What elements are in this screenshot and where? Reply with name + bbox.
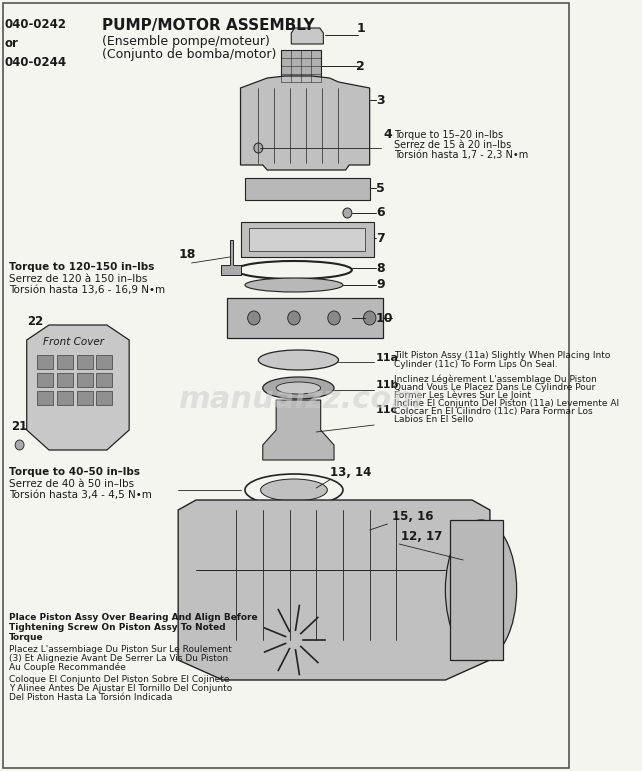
Bar [450,520,503,660]
Text: Y Alinee Antes De Ajustar El Tornillo Del Conjunto: Y Alinee Antes De Ajustar El Tornillo De… [9,684,232,693]
Text: Former Les Lèvres Sur Le Joint: Former Les Lèvres Sur Le Joint [394,390,531,400]
Ellipse shape [261,479,327,501]
Text: manualzz.com: manualzz.com [178,386,423,415]
Text: 21: 21 [11,420,27,433]
Text: (3) Et Alignezie Avant De Serrer La Vis Du Piston: (3) Et Alignezie Avant De Serrer La Vis … [9,654,228,663]
Text: Serrez de 15 à 20 in–lbs: Serrez de 15 à 20 in–lbs [394,140,511,150]
Text: Quand Vous Le Placez Dans Le Cylindre Pour: Quand Vous Le Placez Dans Le Cylindre Po… [394,383,595,392]
Text: 11b: 11b [376,380,399,390]
Text: Torque: Torque [9,633,44,642]
Text: 2: 2 [356,59,365,72]
Text: Serrez de 120 à 150 in–lbs: Serrez de 120 à 150 in–lbs [9,274,147,284]
Text: Del Piston Hasta La Torsión Indicada: Del Piston Hasta La Torsión Indicada [9,693,172,702]
Bar [76,391,92,405]
Text: Torsión hasta 1,7 - 2,3 N•m: Torsión hasta 1,7 - 2,3 N•m [394,150,528,160]
Text: 15, 16: 15, 16 [392,510,433,523]
Bar [57,391,73,405]
Text: 3: 3 [376,93,385,106]
Bar [57,373,73,387]
Bar [37,373,53,387]
Circle shape [343,208,352,218]
Polygon shape [263,400,334,460]
Circle shape [288,311,300,325]
Text: Front Cover: Front Cover [43,337,104,347]
Ellipse shape [446,520,517,660]
Text: Torsión hasta 13,6 - 16,9 N•m: Torsión hasta 13,6 - 16,9 N•m [9,285,165,295]
Text: Torque to 15–20 in–lbs: Torque to 15–20 in–lbs [394,130,503,140]
Text: 13, 14: 13, 14 [329,466,371,479]
Text: 9: 9 [376,278,385,291]
Text: (Ensemble pompe/moteur): (Ensemble pompe/moteur) [103,35,270,48]
Text: Place Piston Assy Over Bearing And Align Before: Place Piston Assy Over Bearing And Align… [9,613,257,622]
Bar [57,355,73,369]
Polygon shape [27,325,129,450]
Text: Serrez de 40 à 50 in–lbs: Serrez de 40 à 50 in–lbs [9,479,134,489]
Circle shape [248,311,260,325]
Polygon shape [178,500,490,680]
Text: Incline El Conjunto Del Piston (11a) Levemente Al: Incline El Conjunto Del Piston (11a) Lev… [394,399,619,408]
Circle shape [254,143,263,153]
Text: Cylinder (11c) To Form Lips On Seal.: Cylinder (11c) To Form Lips On Seal. [394,360,557,369]
Bar [249,228,365,251]
Text: Tightening Screw On Piston Assy To Noted: Tightening Screw On Piston Assy To Noted [9,623,225,632]
Bar [96,355,112,369]
Text: 6: 6 [376,207,385,220]
Bar [37,391,53,405]
Bar [227,298,383,338]
Text: 4: 4 [383,128,392,141]
Circle shape [363,311,376,325]
Text: Torque to 120–150 in–lbs: Torque to 120–150 in–lbs [9,262,154,272]
Bar [96,373,112,387]
Polygon shape [221,240,241,275]
Text: Labios En El Sello: Labios En El Sello [394,415,473,424]
Ellipse shape [276,382,320,394]
Text: 10: 10 [376,311,394,325]
Text: 7: 7 [376,231,385,244]
Text: Au Couple Recommandée: Au Couple Recommandée [9,662,126,672]
Text: Placez L'assembiage Du Piston Sur Le Roulement: Placez L'assembiage Du Piston Sur Le Rou… [9,645,232,654]
Bar [37,355,53,369]
Text: PUMP/MOTOR ASSEMBLY: PUMP/MOTOR ASSEMBLY [103,18,315,33]
Text: 12, 17: 12, 17 [401,530,442,543]
Ellipse shape [263,377,334,399]
Text: 040-0242
or
040-0244: 040-0242 or 040-0244 [4,18,67,69]
Polygon shape [241,76,370,170]
Circle shape [15,440,24,450]
Text: Torque to 40–50 in–lbs: Torque to 40–50 in–lbs [9,467,140,477]
Text: Tilt Piston Assy (11a) Slightly When Placing Into: Tilt Piston Assy (11a) Slightly When Pla… [394,351,610,360]
Bar [245,178,370,200]
Text: (Conjunto de bomba/motor): (Conjunto de bomba/motor) [103,48,277,61]
FancyBboxPatch shape [281,50,320,82]
Circle shape [328,311,340,325]
Text: 1: 1 [356,22,365,35]
Text: 5: 5 [376,181,385,194]
Bar [96,391,112,405]
Ellipse shape [245,278,343,292]
Bar [76,355,92,369]
Text: Torsión hasta 3,4 - 4,5 N•m: Torsión hasta 3,4 - 4,5 N•m [9,490,152,500]
Polygon shape [291,28,324,44]
Text: 11a: 11a [376,353,399,363]
Text: 11c: 11c [376,405,398,415]
Text: 18: 18 [178,248,196,261]
Text: 8: 8 [376,261,385,274]
FancyBboxPatch shape [241,222,374,257]
Text: Coloque El Conjunto Del Piston Sobre El Cojinete: Coloque El Conjunto Del Piston Sobre El … [9,675,229,684]
Text: Inclinez Légèrement L'assemblage Du Piston: Inclinez Légèrement L'assemblage Du Pist… [394,375,596,384]
Ellipse shape [258,350,338,370]
Bar [76,373,92,387]
Text: 22: 22 [27,315,43,328]
Text: Colocar En El Cilindro (11c) Para Formar Los: Colocar En El Cilindro (11c) Para Formar… [394,407,593,416]
